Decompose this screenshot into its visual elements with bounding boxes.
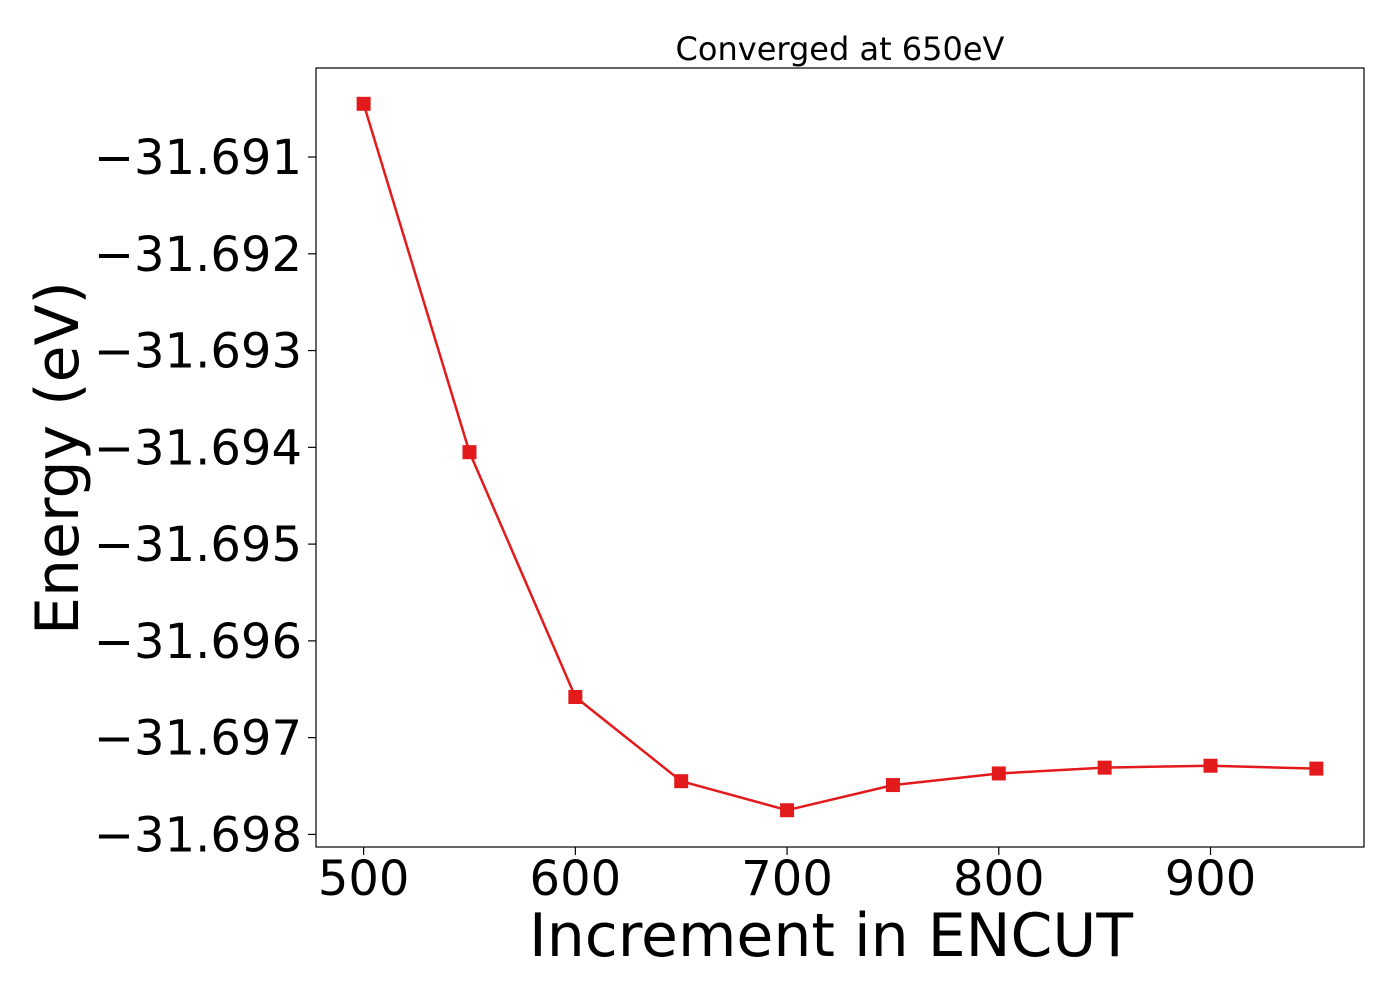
x-tick-label: 700 (741, 851, 833, 907)
series-layer (356, 96, 1324, 818)
y-tick-label: −31.692 (94, 227, 302, 283)
data-point-marker (568, 690, 583, 705)
y-tick-label: −31.697 (94, 711, 302, 767)
x-tick-label: 500 (318, 851, 410, 907)
data-point-marker (1097, 760, 1112, 775)
data-point-marker (462, 445, 477, 460)
y-axis: −31.691 −31.692 −31.693 −31.694 −31.695 −31.6… (94, 130, 316, 863)
x-axis: 500 600 700 800 900 (318, 847, 1256, 907)
plot-area-frame (315, 67, 1365, 848)
chart-title: Converged at 650eV (676, 30, 1005, 68)
data-point-marker (674, 774, 689, 789)
y-axis-label: Energy (eV) (23, 281, 93, 635)
x-axis-label: Increment in ENCUT (529, 901, 1133, 971)
y-tick-label: −31.698 (94, 807, 302, 863)
data-point-marker (1203, 758, 1218, 773)
y-tick-label: −31.694 (94, 420, 302, 476)
y-tick-label: −31.693 (94, 324, 302, 380)
series-line (362, 103, 1317, 812)
x-tick-label: 600 (530, 851, 622, 907)
y-tick-label: −31.691 (94, 130, 302, 186)
y-tick-label: −31.695 (94, 517, 302, 573)
data-point-marker (780, 803, 795, 818)
data-point-marker (356, 96, 371, 111)
data-point-marker (885, 778, 900, 793)
data-point-marker (1309, 761, 1324, 776)
x-tick-label: 800 (953, 851, 1045, 907)
y-tick-label: −31.696 (94, 614, 302, 670)
x-tick-label: 900 (1165, 851, 1257, 907)
data-point-marker (991, 766, 1006, 781)
